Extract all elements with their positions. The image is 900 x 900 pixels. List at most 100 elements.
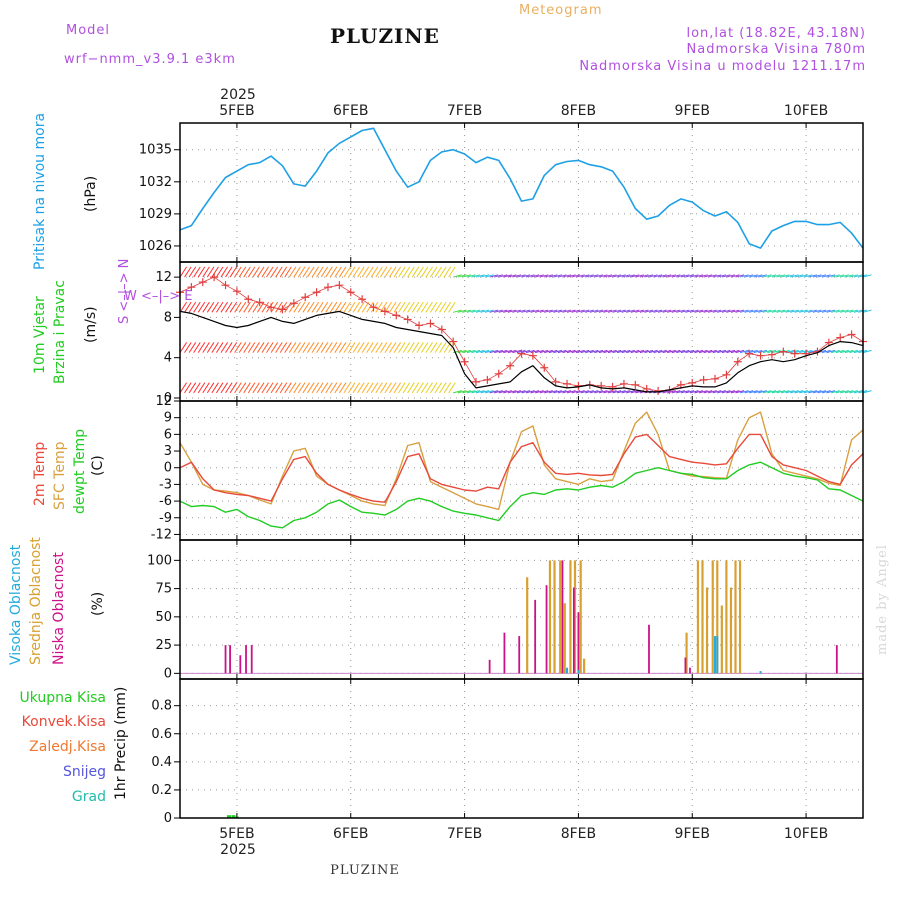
wind-barb-3-131: [776, 274, 786, 278]
wind-barb-2-112: [689, 309, 699, 313]
wind-barb-0-77: [530, 390, 540, 394]
wind-barb-0-38: [352, 382, 361, 394]
wind-barb-0-118: [717, 390, 726, 394]
wind-barb-2-128: [762, 309, 772, 313]
wind-barb-2-69: [494, 309, 503, 313]
wind-barb-3-102: [644, 274, 654, 278]
wind-barb-3-25: [293, 266, 301, 278]
wind-barb-2-26: [297, 301, 306, 313]
wind-barb-1-68: [489, 349, 499, 354]
wind-barb-0-31: [320, 382, 329, 394]
wind-barb-2-63: [466, 309, 476, 313]
wind-barb-2-10: [225, 301, 233, 313]
wind-barb-3-147: [849, 274, 859, 278]
wind-barb-0-71: [503, 390, 512, 394]
wind-barb-1-33: [329, 342, 338, 353]
wind-barb-3-80: [544, 274, 553, 278]
wind-barb-2-120: [726, 309, 736, 313]
wind-barb-2-3: [193, 301, 201, 313]
wind-barb-2-83: [557, 309, 567, 313]
wind-barb-0-122: [735, 390, 745, 394]
wind-barb-3-145: [840, 274, 849, 278]
wind-barb-3-93: [603, 274, 613, 278]
wind-barb-1-143: [830, 349, 840, 354]
wind-subtitle: Brzina i Pravac: [52, 280, 68, 384]
wind-barb-0-8: [216, 382, 224, 394]
wind-barb-1-4: [197, 342, 206, 353]
wind-barb-2-79: [539, 309, 549, 313]
wind-barb-2-140: [817, 309, 827, 313]
wind-barb-3-3: [193, 266, 201, 278]
wind-barb-2-49: [402, 301, 411, 313]
wind-barb-3-110: [680, 274, 690, 278]
wind-barb-3-2: [188, 266, 197, 278]
wind-barb-3-36: [343, 266, 351, 278]
wind-barb-1-21: [275, 342, 283, 353]
wind-barb-2-59: [448, 301, 456, 313]
gust-line: [179, 276, 864, 392]
wind-barb-2-39: [357, 301, 365, 313]
wind-barb-2-97: [621, 309, 631, 313]
wind-barb-0-44: [379, 382, 388, 394]
wind-barb-3-33: [329, 266, 338, 278]
wind-barb-0-96: [616, 390, 626, 394]
wind-barb-3-76: [525, 274, 535, 278]
wind-barb-2-105: [657, 309, 667, 313]
wind-barb-1-38: [352, 342, 361, 353]
wind-barb-3-0: [179, 266, 188, 278]
wind-barb-2-60: [453, 309, 462, 313]
wind-barb-1-36: [343, 342, 351, 353]
wind-barb-2-100: [635, 309, 645, 313]
wind-barb-3-47: [393, 266, 402, 278]
wind-barb-1-51: [411, 342, 420, 353]
wind-barb-2-104: [653, 309, 663, 313]
wind-barb-1-85: [566, 349, 576, 354]
wind-barb-0-40: [361, 382, 370, 394]
wind-barb-2-21: [275, 301, 283, 313]
wind-barb-1-92: [598, 349, 608, 354]
wind-barb-3-150: [862, 274, 872, 278]
xtick-label-top-2: 7FEB: [447, 103, 482, 119]
wind-barb-0-120: [726, 390, 736, 394]
wind-barb-3-138: [808, 274, 818, 278]
temp-sfc-label: SFC Temp: [52, 441, 68, 510]
wind-barb-3-39: [357, 266, 365, 278]
wind-barb-2-103: [648, 309, 658, 313]
wind-barb-3-65: [475, 274, 485, 278]
wind-barb-3-122: [735, 274, 745, 278]
wind-barb-0-119: [721, 390, 731, 394]
wind-barb-3-142: [826, 274, 836, 278]
precip-total-label: Ukupna Kisa: [19, 690, 106, 706]
wind-barb-1-65: [475, 349, 485, 354]
ytick-label-2-1: 4: [164, 351, 172, 366]
wind-barb-0-136: [799, 390, 808, 394]
wind-barb-2-92: [598, 309, 608, 313]
wind-barb-0-116: [708, 390, 717, 394]
wind-barb-3-79: [539, 274, 549, 278]
wind-barb-0-93: [603, 390, 613, 394]
wind-barb-1-5: [202, 342, 210, 353]
wind-barb-3-128: [762, 274, 772, 278]
ytick-label-2-0: 0: [164, 391, 172, 406]
wind-unit: (m/s): [83, 306, 99, 343]
wind-barb-3-27: [302, 266, 310, 278]
wind-barb-0-12: [234, 382, 242, 394]
wind-barb-0-57: [439, 382, 447, 394]
wind-barb-3-73: [512, 274, 522, 278]
wind-barb-3-143: [830, 274, 840, 278]
wind-barb-1-114: [698, 349, 708, 354]
wind-barb-0-18: [261, 382, 269, 394]
wind-barb-2-126: [753, 309, 763, 313]
ytick-label-3-8: 12: [155, 394, 172, 409]
wind-barb-2-147: [849, 309, 859, 313]
precip-conv-label: Konvek.Kisa: [22, 714, 106, 730]
wind-barb-3-100: [635, 274, 645, 278]
wind-barb-2-40: [361, 301, 370, 313]
wind-barb-2-29: [311, 301, 320, 313]
wind-barb-0-41: [366, 382, 374, 394]
wind-barb-0-28: [307, 382, 315, 394]
precip-bar-0: [226, 815, 231, 818]
ytick-label-2-3: 12: [155, 270, 172, 285]
wind-barb-1-45: [384, 342, 392, 353]
ytick-label-4-1: 25: [155, 638, 172, 653]
